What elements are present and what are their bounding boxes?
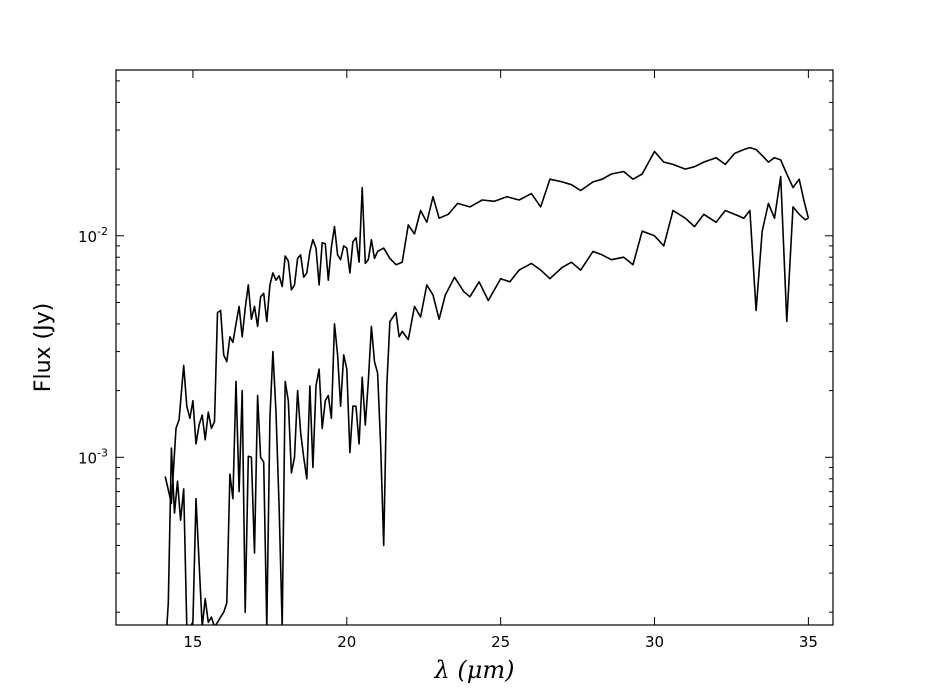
- y-tick-exponent: -2: [97, 225, 108, 238]
- x-axis-label: λ (μm): [434, 656, 515, 684]
- y-tick-exponent: -3: [97, 446, 108, 459]
- y-axis-label: Flux (Jy): [31, 303, 56, 392]
- series-layer: [164, 146, 810, 625]
- x-tick-label: 15: [183, 633, 202, 651]
- series-line-2: [166, 175, 809, 625]
- y-tick-label: 10-2: [78, 225, 108, 246]
- y-tick-base: 10: [78, 449, 97, 467]
- x-tick-label: 35: [799, 633, 818, 651]
- x-tick-label: 25: [491, 633, 510, 651]
- y-tick-base: 10: [78, 228, 97, 246]
- x-tick-label: 20: [337, 633, 356, 651]
- minor-ticks: [116, 80, 833, 613]
- plot-frame: [115, 69, 834, 626]
- y-tick-label: 10-3: [78, 446, 108, 467]
- series-line-1: [164, 146, 810, 505]
- x-tick-label: 30: [645, 633, 664, 651]
